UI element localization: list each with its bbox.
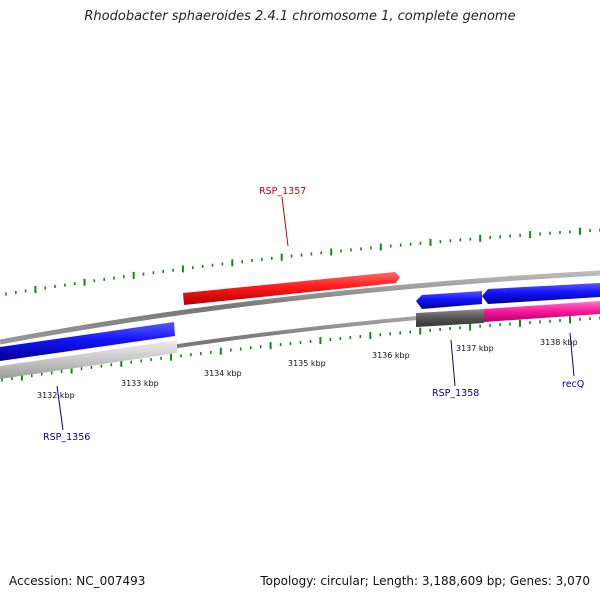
- footer-accession: Accession: NC_007493: [9, 574, 146, 588]
- map-title: Rhodobacter sphaeroides 2.4.1 chromosome…: [84, 9, 516, 24]
- leader-rsp-1358: [450, 339, 456, 387]
- feature-gray-bar[interactable]: [0, 340, 177, 379]
- gene-rsp-1356-arrow[interactable]: [0, 322, 175, 361]
- leader-rsp-1357: [281, 196, 289, 247]
- tick-label-3132: 3132 kbp: [37, 391, 75, 400]
- gene-label-recq[interactable]: recQ: [562, 379, 584, 390]
- gene-label-rsp-1356[interactable]: RSP_1356: [43, 432, 90, 443]
- tick-label-3136: 3136 kbp: [372, 351, 410, 360]
- leader-rsp-1356: [56, 385, 64, 431]
- tick-label-3137: 3137 kbp: [456, 344, 494, 353]
- lower-tick-row: [1, 316, 600, 382]
- backbone-main: [0, 270, 600, 345]
- leader-recq: [569, 332, 575, 377]
- tick-label-3133: 3133 kbp: [121, 379, 159, 388]
- gene-rsp-1358-arrow[interactable]: [416, 291, 482, 309]
- gene-label-rsp-1358[interactable]: RSP_1358: [432, 388, 479, 399]
- tick-label-3134: 3134 kbp: [204, 369, 242, 378]
- gene-label-rsp-1357[interactable]: RSP_1357: [259, 186, 306, 197]
- tick-label-3135: 3135 kbp: [288, 359, 326, 368]
- tick-label-3138: 3138 kbp: [540, 338, 578, 347]
- feature-dark-bar[interactable]: [416, 309, 484, 327]
- gene-recq-arrow[interactable]: [482, 283, 600, 304]
- gene-rsp-1357-arrow[interactable]: [183, 272, 400, 305]
- upper-tick-row: [5, 227, 600, 296]
- feature-pink-bar[interactable]: [484, 301, 600, 322]
- footer-stats: Topology: circular; Length: 3,188,609 bp…: [260, 574, 590, 588]
